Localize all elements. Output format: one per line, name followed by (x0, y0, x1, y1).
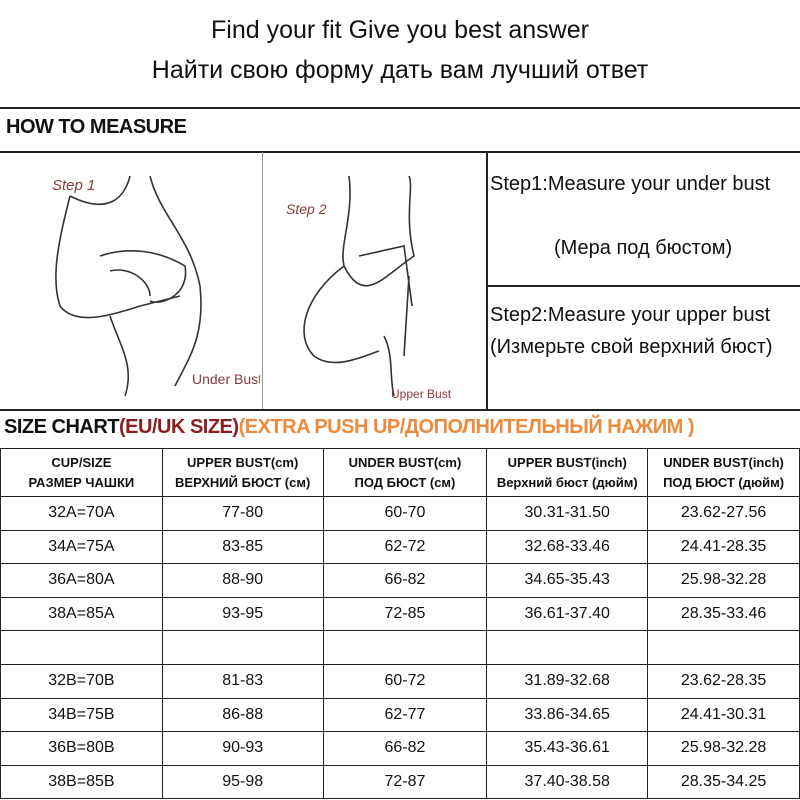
table-cell: 86-88 (161, 697, 324, 733)
table-cell: 36A=80A (0, 563, 163, 598)
table-cell: 93-95 (161, 596, 324, 632)
table-row: 36A=80A 88-90 66-82 34.65-35.43 25.98-32.28 (0, 563, 800, 598)
table-row: 34A=75A 83-85 62-72 32.68-33.46 24.41-28.35 (0, 529, 800, 565)
size-chart-heading: SIZE CHART(EU/UK SIZE)(EXTRA PUSH UP/ДОП… (4, 416, 695, 439)
table-cell: 62-72 (322, 529, 488, 565)
table-row: 36B=80B 90-93 66-82 35.43-36.61 25.98-32.28 (0, 731, 800, 766)
table-cell: 28.35-33.46 (647, 596, 800, 632)
column-header-line: ВЕРХНИЙ БЮСТ (см) (175, 474, 311, 490)
table-cell: 81-83 (161, 663, 324, 699)
table-row: 38A=85A 93-95 72-85 36.61-37.40 28.35-33.46 (0, 596, 800, 632)
table-cell: 36.61-37.40 (486, 596, 649, 632)
table-cell: 60-72 (322, 663, 488, 699)
column-header-line: UNDER BUST(inch) (663, 454, 784, 470)
step1-russian: (Мера под бюстом) (554, 237, 733, 259)
table-cell: 32.68-33.46 (486, 529, 649, 565)
table-row: 32A=70A 77-80 60-70 30.31-31.50 23.62-27.56 (0, 496, 800, 531)
headline-en: Find your fit Give you best answer (211, 16, 589, 44)
table-row: 38B=85B 95-98 72-87 37.40-38.58 28.35-34.25 (0, 764, 800, 800)
table-cell: 60-70 (322, 496, 488, 531)
table-cell: 36B=80B (0, 731, 163, 766)
table-cell: 24.41-30.31 (647, 697, 800, 733)
table-row (0, 630, 800, 665)
divider (0, 107, 800, 109)
table-cell (647, 630, 800, 665)
table-cell: 83-85 (161, 529, 324, 565)
under-bust-caption: Under Bust (192, 371, 260, 387)
table-cell: 34B=75B (0, 697, 163, 733)
column-header-line: ПОД БЮСТ (см) (354, 474, 456, 490)
table-cell: 34.65-35.43 (486, 563, 649, 598)
table-cell: 25.98-32.28 (647, 563, 800, 598)
table-cell: 62-77 (322, 697, 488, 733)
table-cell: 72-87 (322, 764, 488, 800)
step1-text: Step1:Measure your under bust (490, 173, 771, 195)
size-chart-title: SIZE CHART (4, 416, 120, 438)
table-cell: 34A=75A (0, 529, 163, 565)
table-cell: 90-93 (161, 731, 324, 766)
step1-label: Step 1 (52, 177, 95, 194)
table-cell (322, 630, 488, 665)
step2-figure: Step 2 Upper Bust (286, 175, 452, 401)
table-cell: 31.89-32.68 (486, 663, 649, 699)
table-row: 34B=75B 86-88 62-77 33.86-34.65 24.41-30.31 (0, 697, 800, 733)
table-cell: 32B=70B (0, 663, 163, 699)
size-region: (EU/UK SIZE) (119, 416, 239, 438)
column-header-line: UPPER BUST(cm) (187, 454, 299, 470)
column-header: UPPER BUST(inch) Верхний бюст (дюйм) (486, 448, 649, 497)
table-cell: 66-82 (322, 563, 488, 598)
column-header: UPPER BUST(cm) ВЕРХНИЙ БЮСТ (см) (161, 448, 324, 497)
column-header-line: UPPER BUST(inch) (507, 454, 627, 470)
divider (262, 152, 263, 410)
table-cell: 30.31-31.50 (486, 496, 649, 531)
table-cell: 38B=85B (0, 764, 163, 800)
column-header: CUP/SIZE РАЗМЕР ЧАШКИ (0, 448, 163, 497)
table-cell: 33.86-34.65 (486, 697, 649, 733)
table-cell: 35.43-36.61 (486, 731, 649, 766)
table-cell: 32A=70A (0, 496, 163, 531)
table-cell: 77-80 (161, 496, 324, 531)
size-table: CUP/SIZE РАЗМЕР ЧАШКИ UPPER BUST(cm) ВЕРХНИ… (0, 448, 800, 800)
step2-text: Step2:Measure your upper bust (Измерьте … (490, 304, 773, 358)
table-cell: 66-82 (322, 731, 488, 766)
column-header-line: ПОД БЮСТ (дюйм) (663, 474, 785, 490)
step1-figure: Step 1 Under Bust (52, 175, 260, 397)
divider (0, 409, 800, 411)
headline-ru: Найти свою форму дать вам лучший ответ (151, 56, 649, 84)
column-header-line: Верхний бюст (дюйм) (496, 474, 638, 490)
table-cell: 88-90 (161, 563, 324, 598)
table-cell: 24.41-28.35 (647, 529, 800, 565)
step2-label: Step 2 (286, 201, 327, 217)
how-to-measure-heading: HOW TO MEASURE (6, 116, 187, 138)
upper-bust-caption: Upper Bust (391, 387, 452, 401)
table-cell: 23.62-28.35 (647, 663, 800, 699)
divider (487, 285, 800, 287)
column-header-line: CUP/SIZE (51, 454, 112, 470)
table-cell (486, 630, 649, 665)
column-header-line: UNDER BUST(cm) (348, 454, 462, 470)
table-cell: 25.98-32.28 (647, 731, 800, 766)
column-header-line: РАЗМЕР ЧАШКИ (28, 474, 135, 490)
table-cell: 28.35-34.25 (647, 764, 800, 800)
table-cell (0, 630, 163, 665)
table-row: 32B=70B 81-83 60-72 31.89-32.68 23.62-28.35 (0, 663, 800, 699)
table-cell (161, 630, 324, 665)
table-cell: 23.62-27.56 (647, 496, 800, 531)
column-header: UNDER BUST(cm) ПОД БЮСТ (см) (322, 448, 488, 497)
table-cell: 37.40-38.58 (486, 764, 649, 800)
divider (0, 151, 800, 153)
divider (486, 152, 488, 410)
table-cell: 38A=85A (0, 596, 163, 632)
column-header: UNDER BUST(inch) ПОД БЮСТ (дюйм) (647, 448, 800, 497)
push-up-note: (EXTRA PUSH UP/ДОПОЛНИТЕЛЬНЫЙ НАЖИМ ) (238, 416, 695, 438)
table-cell: 72-85 (322, 596, 488, 632)
table-cell: 95-98 (161, 764, 324, 800)
